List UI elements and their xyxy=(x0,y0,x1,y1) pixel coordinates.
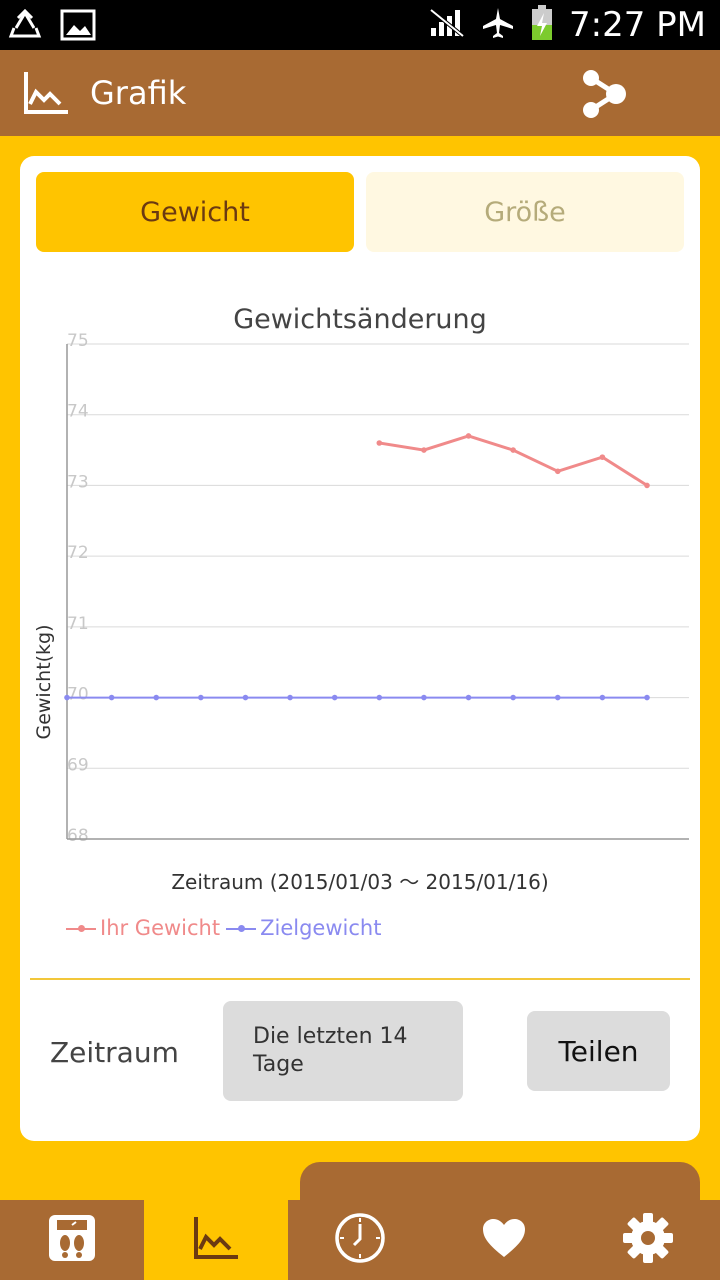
data-point-0 xyxy=(599,454,606,460)
chart-ylabel: Gewicht(kg) xyxy=(33,624,55,740)
nav-item-chart[interactable] xyxy=(144,1200,288,1280)
y-tick-label: 75 xyxy=(67,331,89,351)
status-time: 7:27 PM xyxy=(569,5,706,45)
data-point-1 xyxy=(64,694,70,701)
chart-title: Gewichtsänderung xyxy=(233,304,487,335)
data-point-1 xyxy=(108,694,115,701)
data-point-1 xyxy=(287,694,293,701)
series-line-0 xyxy=(379,434,648,487)
data-point-1 xyxy=(242,694,249,701)
status-bar: 7:27 PM xyxy=(0,0,720,50)
weight-chart: 75 74 73 72 71 70 69 68 xyxy=(64,331,689,846)
legend-item-target: Zielgewicht xyxy=(224,916,381,940)
share-button[interactable]: Teilen xyxy=(527,1011,670,1091)
data-point-1 xyxy=(331,694,338,701)
data-point-0 xyxy=(421,447,427,453)
y-tick-label: 70 xyxy=(67,685,89,705)
heart-icon xyxy=(481,1217,527,1263)
data-point-1 xyxy=(644,694,650,701)
legend-marker-weight xyxy=(64,918,98,938)
period-label: Zeitraum xyxy=(50,1036,179,1069)
recycle-icon xyxy=(8,8,42,46)
legend-label-weight: Ihr Gewicht xyxy=(100,916,221,940)
battery-charging-icon xyxy=(531,5,553,45)
scale-icon xyxy=(47,1213,97,1267)
data-point-1 xyxy=(465,694,472,701)
y-tick-label: 68 xyxy=(67,826,89,846)
data-point-1 xyxy=(421,694,427,701)
divider xyxy=(30,978,690,980)
bottom-nav xyxy=(0,1200,720,1280)
clock-icon xyxy=(334,1212,386,1268)
data-point-0 xyxy=(554,468,561,475)
legend-item-weight: Ihr Gewicht xyxy=(64,916,220,940)
data-point-0 xyxy=(376,440,383,446)
nav-item-favorites[interactable] xyxy=(432,1200,576,1280)
app-bar: Grafik xyxy=(0,50,720,136)
page-title: Grafik xyxy=(90,74,187,112)
y-tick-label: 74 xyxy=(67,402,89,422)
airplane-icon xyxy=(481,6,515,44)
data-point-0 xyxy=(644,482,650,489)
data-point-0 xyxy=(465,433,472,439)
y-tick-label: 73 xyxy=(67,472,89,492)
signal-off-icon xyxy=(429,8,465,42)
tab-height[interactable]: Größe xyxy=(366,172,684,252)
data-point-1 xyxy=(153,694,160,701)
data-point-1 xyxy=(599,694,606,701)
legend-marker-target xyxy=(224,918,258,938)
data-point-1 xyxy=(510,694,516,701)
nav-item-clock[interactable] xyxy=(288,1200,432,1280)
share-icon[interactable] xyxy=(578,70,628,122)
data-point-0 xyxy=(510,447,516,453)
y-tick-label: 69 xyxy=(67,755,89,775)
y-tick-label: 71 xyxy=(67,614,89,634)
chart-icon xyxy=(192,1215,240,1265)
chart-icon xyxy=(22,70,70,120)
image-icon xyxy=(60,9,96,45)
period-select[interactable]: Die letzten 14 Tage xyxy=(223,1001,463,1101)
data-point-1 xyxy=(554,694,561,701)
tab-weight[interactable]: Gewicht xyxy=(36,172,354,252)
gear-icon xyxy=(622,1212,674,1268)
chart-xlabel: Zeitraum (2015/01/03 〜 2015/01/16) xyxy=(171,870,549,894)
y-tick-label: 72 xyxy=(67,543,89,563)
legend-label-target: Zielgewicht xyxy=(260,916,382,940)
chart-legend: Ihr Gewicht Zielgewicht xyxy=(64,916,385,940)
nav-item-scale[interactable] xyxy=(0,1200,144,1280)
nav-item-settings[interactable] xyxy=(576,1200,720,1280)
graph-card: Gewicht Größe Gewichtsänderung 75 74 73 72 7… xyxy=(20,156,700,1141)
data-point-1 xyxy=(376,694,383,701)
data-point-1 xyxy=(198,694,204,701)
